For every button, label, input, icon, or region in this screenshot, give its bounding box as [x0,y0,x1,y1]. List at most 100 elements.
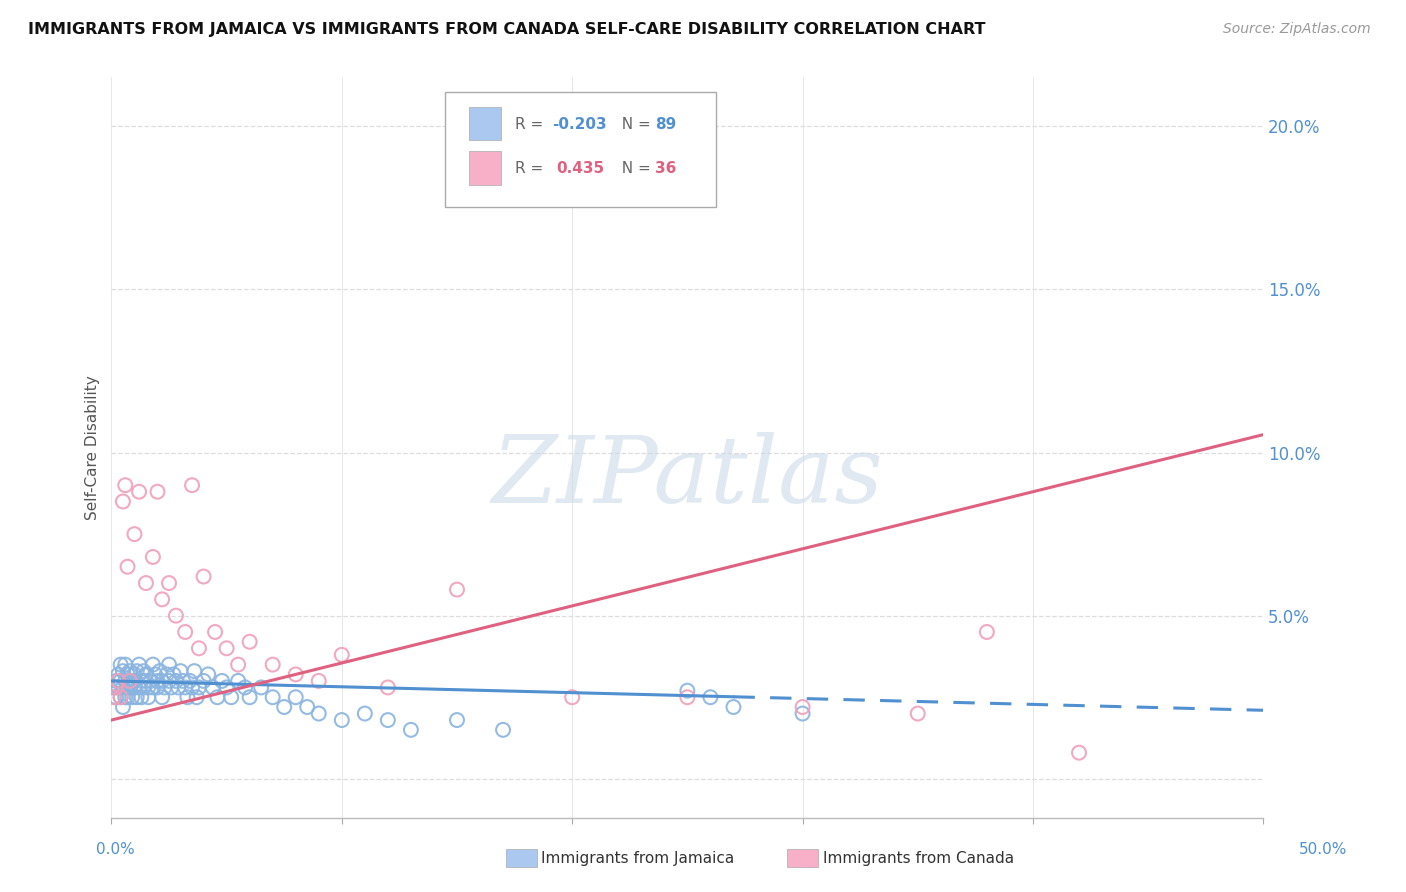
Point [110,657,132,672]
Point [107,673,129,688]
Point [239,634,262,648]
Point [330,648,353,662]
Point [308,706,330,721]
Point [699,690,721,705]
Point [114,478,136,492]
Point [446,582,468,597]
Point [201,681,224,695]
Point [131,673,153,688]
Point [308,673,330,688]
Point [353,706,375,721]
Point [146,681,169,695]
Point [273,700,295,714]
Point [183,664,205,678]
Text: R =: R = [515,117,548,132]
Point [111,494,134,508]
Point [103,690,125,705]
Point [131,690,153,705]
Point [676,690,699,705]
Text: Immigrants from Canada: Immigrants from Canada [823,851,1014,865]
Point [156,667,179,681]
Point [186,690,208,705]
Point [188,681,211,695]
Point [117,667,139,681]
Point [188,641,211,656]
Point [215,641,238,656]
Point [330,713,353,727]
Point [167,681,190,695]
Point [174,625,197,640]
Point [117,559,139,574]
Point [150,673,173,688]
Point [157,657,180,672]
Point [135,667,157,681]
Point [114,657,136,672]
Point [377,681,399,695]
Point [226,657,249,672]
Point [219,690,242,705]
Point [179,673,201,688]
Point [110,673,132,688]
Text: Source: ZipAtlas.com: Source: ZipAtlas.com [1223,22,1371,37]
Point [284,690,307,705]
Point [117,681,139,695]
Point [226,673,249,688]
Point [262,657,284,672]
Point [446,713,468,727]
Text: ZIPatlas: ZIPatlas [492,433,883,523]
Text: Immigrants from Jamaica: Immigrants from Jamaica [541,851,734,865]
Point [162,667,184,681]
Point [239,690,262,705]
Point [561,690,583,705]
Point [125,690,148,705]
Point [262,690,284,705]
Bar [468,107,501,140]
Point [676,683,699,698]
Point [181,681,204,695]
Text: N =: N = [613,117,657,132]
Point [107,667,129,681]
Point [121,673,143,688]
Text: 89: 89 [655,117,676,132]
Point [157,576,180,591]
Point [399,723,422,737]
Point [211,673,233,688]
Point [111,681,134,695]
Point [124,667,146,681]
Point [976,625,998,640]
Point [142,681,165,695]
Point [492,723,515,737]
Point [114,690,136,705]
Point [169,664,191,678]
Point [153,681,176,695]
Text: 50.0%: 50.0% [1299,842,1347,856]
Point [792,706,814,721]
Point [114,673,136,688]
Point [125,664,148,678]
Point [172,673,194,688]
Point [143,667,166,681]
Point [197,667,219,681]
Point [111,700,134,714]
Point [118,681,141,695]
Text: 0.0%: 0.0% [96,842,135,856]
Point [149,664,172,678]
Point [297,700,319,714]
Point [250,681,273,695]
Point [110,690,132,705]
Point [105,690,128,705]
Point [142,657,165,672]
Point [128,681,150,695]
Text: -0.203: -0.203 [553,117,607,132]
Text: 36: 36 [655,161,676,176]
Point [233,681,256,695]
Point [128,657,150,672]
Point [124,527,146,541]
Point [121,690,143,705]
Point [118,673,141,688]
Point [150,592,173,607]
Point [907,706,929,721]
Point [128,484,150,499]
Point [139,673,162,688]
Point [792,700,814,714]
